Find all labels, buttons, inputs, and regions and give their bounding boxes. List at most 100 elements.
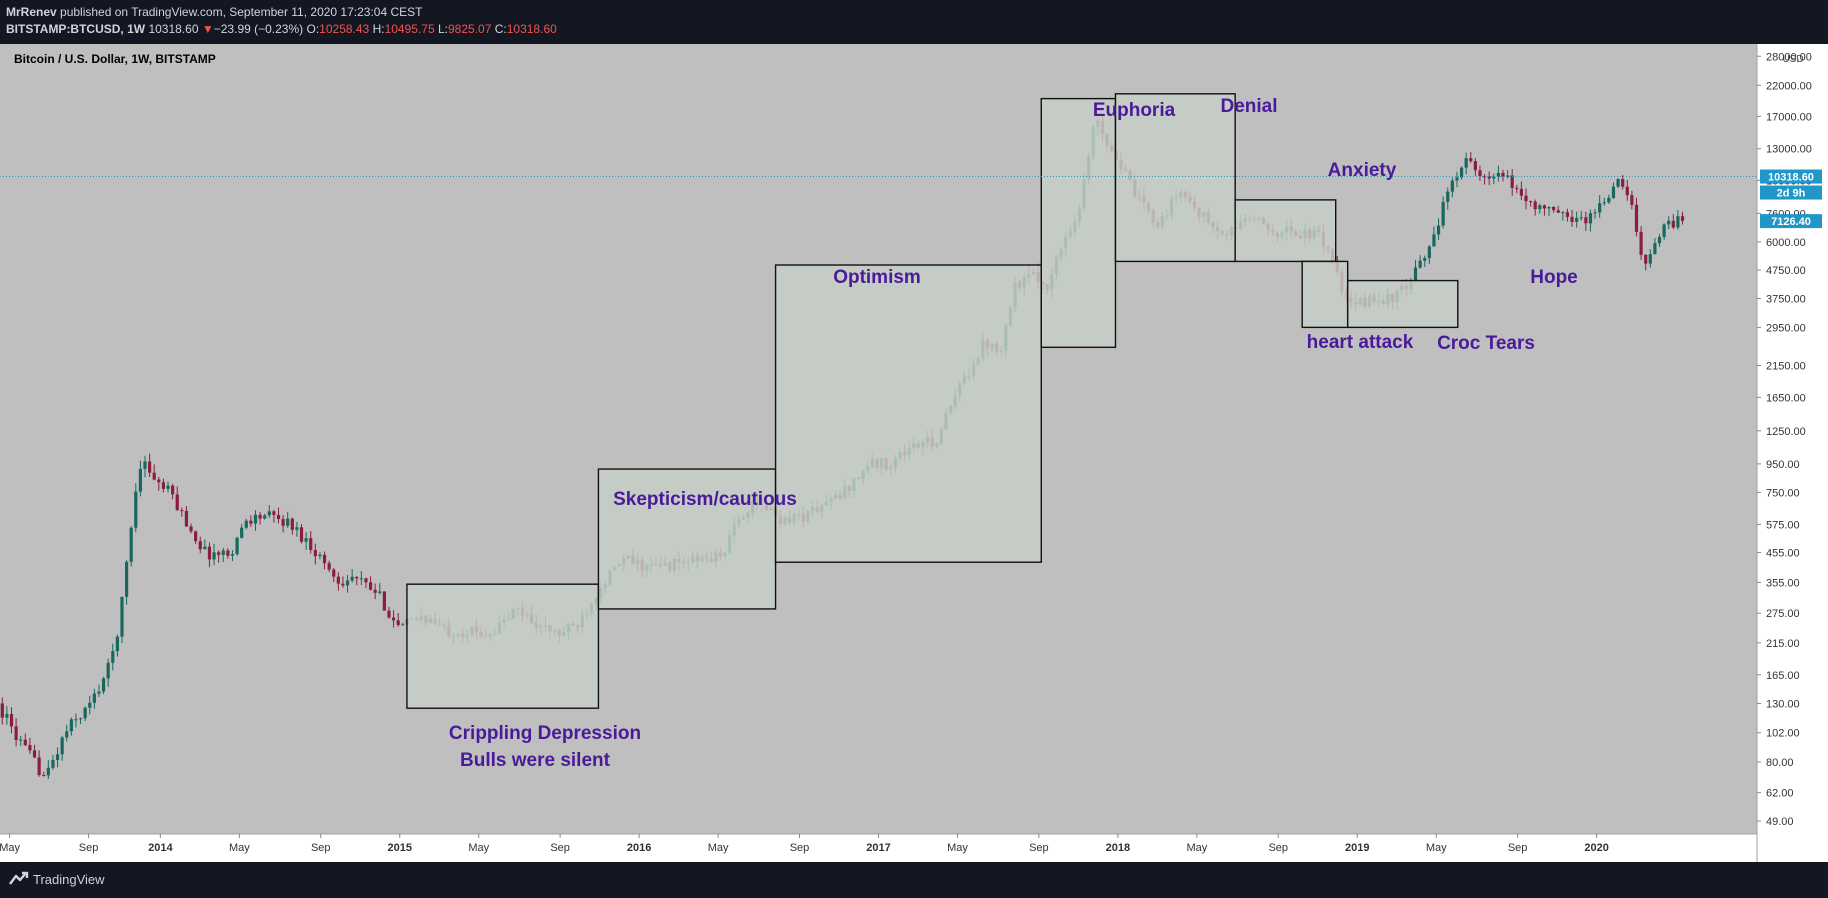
candle	[235, 536, 239, 556]
candle	[124, 560, 129, 605]
time-tick-label: 2018	[1106, 842, 1130, 854]
candle-body	[217, 552, 221, 555]
candle-body	[1662, 224, 1666, 237]
candle	[391, 610, 396, 628]
candle-body	[1648, 254, 1652, 264]
annotation-boxes	[406, 93, 1459, 709]
candle-body	[1473, 161, 1477, 171]
candle-body	[203, 546, 207, 550]
candle-body	[1552, 206, 1556, 211]
price-tick-label: 165.00	[1766, 670, 1800, 682]
candle-body	[350, 576, 354, 581]
annotation-euphoria: Euphoria	[1093, 100, 1176, 121]
candle	[1616, 178, 1620, 189]
candle	[189, 523, 193, 534]
price-tick-label: 6000.00	[1766, 237, 1806, 249]
candle-body	[175, 494, 179, 511]
candle	[341, 576, 345, 588]
annotation-box-optimism[interactable]	[774, 264, 1042, 563]
price-tick-label: 1650.00	[1766, 392, 1806, 404]
candle-body	[1616, 179, 1620, 187]
candle	[1515, 184, 1519, 194]
annotation-box-denial[interactable]	[1114, 93, 1236, 263]
time-tick-label: 2014	[148, 842, 173, 854]
time-tick-label: 2020	[1584, 842, 1608, 854]
candle-body	[1538, 205, 1542, 210]
candle-body	[1680, 216, 1685, 221]
time-tick-label: May	[0, 842, 20, 854]
annotation-box-euphoria[interactable]	[1040, 97, 1117, 349]
candle	[37, 750, 41, 777]
candle	[327, 560, 331, 573]
candle	[1598, 195, 1602, 218]
candle	[1519, 181, 1524, 200]
price-tick-label: 215.00	[1766, 638, 1800, 650]
candlestick-chart[interactable]: Bitcoin / U.S. Dollar, 1W, BITSTAMP Crip…	[0, 44, 1828, 862]
candle	[1436, 218, 1441, 240]
time-tick-label: Sep	[79, 842, 99, 854]
candle-body	[327, 563, 331, 570]
candle	[92, 688, 96, 709]
price-tick-label: 4750.00	[1766, 265, 1806, 277]
tradingview-brand[interactable]: TradingView	[33, 872, 105, 887]
candle-body	[1464, 158, 1468, 168]
price-tick-label: 575.00	[1766, 519, 1800, 531]
price-tick-label: 49.00	[1766, 816, 1794, 828]
candle	[152, 464, 156, 481]
candle-body	[1510, 175, 1514, 188]
candle	[267, 505, 271, 518]
candle-body	[1593, 212, 1597, 214]
candle	[101, 676, 106, 695]
candle-body	[111, 651, 115, 663]
candle	[286, 511, 290, 528]
candle-body	[267, 511, 271, 516]
candle-body	[0, 703, 4, 718]
time-tick-label: Sep	[1268, 842, 1288, 854]
candle	[106, 658, 110, 687]
candle-body	[322, 554, 327, 564]
annotation-box-crippling-depression[interactable]	[406, 583, 600, 709]
candle-body	[55, 754, 60, 760]
candle-body	[1634, 204, 1639, 232]
annotation-optimism: Optimism	[833, 267, 921, 288]
candle-body	[1533, 201, 1537, 210]
candle-body	[258, 514, 262, 519]
annotation-box-skepticism[interactable]	[597, 468, 777, 610]
candle-body	[37, 757, 41, 776]
annotation-box-croc-tears[interactable]	[1346, 279, 1459, 329]
candle-body	[235, 537, 239, 555]
candle-body	[1436, 225, 1441, 235]
price-tick-label: 62.00	[1766, 788, 1794, 800]
candle	[1588, 209, 1593, 232]
tradingview-logo-icon[interactable]	[8, 870, 30, 888]
candle-body	[295, 527, 299, 530]
open-label: O:	[306, 22, 320, 36]
candle-body	[226, 550, 230, 556]
candle	[1538, 203, 1542, 214]
candle	[203, 539, 207, 550]
candle	[184, 506, 189, 527]
candle	[1593, 209, 1597, 219]
time-tick-label: 2016	[627, 842, 651, 854]
annotation-denial: Denial	[1220, 96, 1277, 117]
annotation-box-heart-attack[interactable]	[1301, 260, 1349, 329]
candle-body	[332, 569, 336, 577]
price-tick-label: 1250.00	[1766, 426, 1806, 438]
candle	[378, 583, 382, 595]
low-value: 9825.07	[448, 22, 492, 36]
candle-body	[336, 576, 340, 584]
candle-body	[1423, 258, 1427, 261]
candle-body	[83, 707, 87, 719]
candle-body	[161, 482, 166, 489]
candle	[1492, 173, 1496, 185]
candle-body	[23, 739, 27, 746]
time-axis[interactable]: May Sep 2014 May Sep 2015 May Sep 2016 May Sep 2017…	[0, 834, 1609, 854]
author-name[interactable]: MrRenev	[6, 5, 57, 19]
candle-body	[1671, 220, 1675, 228]
time-tick-label: Sep	[311, 842, 331, 854]
candle	[129, 526, 133, 567]
candle	[1464, 152, 1468, 175]
annotation-box-anxiety[interactable]	[1234, 199, 1337, 263]
candle	[1639, 225, 1643, 261]
candle	[134, 483, 138, 533]
